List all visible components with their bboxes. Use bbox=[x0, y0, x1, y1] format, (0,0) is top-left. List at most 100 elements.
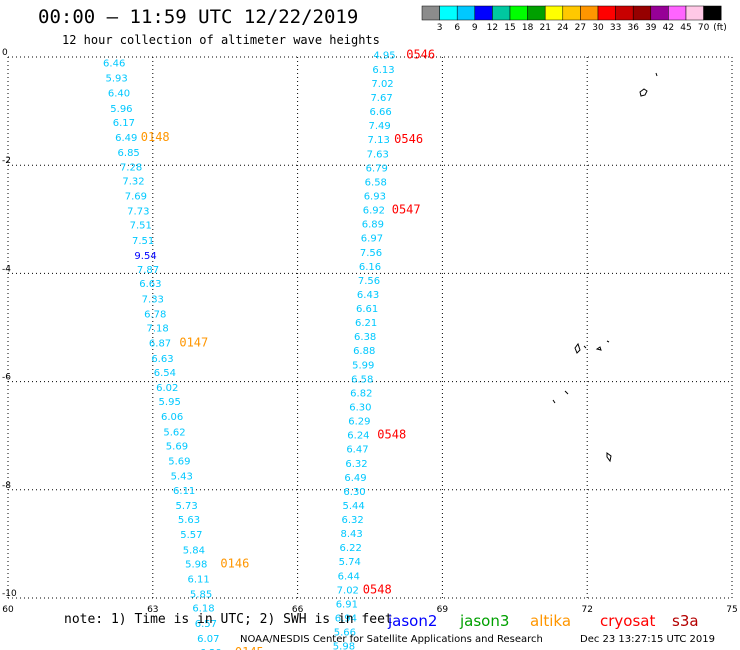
wave-height-value: 6.79 bbox=[366, 163, 388, 174]
wave-height-value: 6.32 bbox=[345, 459, 367, 470]
island-7 bbox=[552, 399, 556, 404]
colorbar-swatch bbox=[439, 5, 458, 21]
wave-height-value: 6.02 bbox=[156, 383, 178, 394]
credit-line: NOAA/NESDIS Center for Satellite Applica… bbox=[240, 634, 543, 645]
island-3 bbox=[574, 342, 581, 354]
pass-time-label: 0546 bbox=[394, 132, 423, 146]
wave-height-value: 6.85 bbox=[118, 148, 140, 159]
wave-height-value: 7.67 bbox=[370, 93, 392, 104]
wave-height-value: 6.06 bbox=[161, 412, 183, 423]
wave-height-value: 5.44 bbox=[342, 501, 364, 512]
colorbar-tick-label: 42 bbox=[663, 23, 674, 33]
colorbar-swatch bbox=[509, 5, 528, 21]
wave-height-value: 6.30 bbox=[349, 402, 371, 413]
wave-height-value: 6.29 bbox=[200, 648, 222, 650]
colorbar-tick-label: 27 bbox=[575, 23, 586, 33]
colorbar-tick-label: 12 bbox=[487, 23, 498, 33]
wave-height-value: 6.16 bbox=[359, 262, 381, 273]
wave-height-value: 5.69 bbox=[168, 457, 190, 468]
island-6 bbox=[606, 340, 610, 343]
wave-height-value: 6.11 bbox=[173, 486, 195, 497]
altimeter-tracks: 6.46 5.93 6.40 5.96 6.17 6.49 6.85 7.28 7.32 7.69… bbox=[103, 47, 435, 650]
island-9 bbox=[606, 452, 612, 463]
units-note: note: 1) Time is in UTC; 2) SWH is in fe… bbox=[64, 612, 393, 627]
land-islands bbox=[552, 72, 658, 463]
wave-height-value: 6.49 bbox=[115, 133, 137, 144]
lat-tick-label: -2 bbox=[2, 156, 11, 166]
colorbar-tick-label: 30 bbox=[592, 23, 604, 33]
wave-height-colorbar: 3 6 9 12 15 18 21 24 27 30 33 36 39 42 45 70 (ft) bbox=[421, 5, 727, 33]
colorbar-swatch bbox=[632, 5, 652, 21]
wave-height-value: 5.98 bbox=[185, 559, 207, 570]
wave-height-value: 5.57 bbox=[180, 530, 202, 541]
legend-s3a: s3a bbox=[672, 612, 699, 630]
lon-tick-label: 72 bbox=[581, 605, 592, 615]
lat-tick-label: -4 bbox=[2, 264, 11, 274]
island-1 bbox=[639, 88, 648, 97]
colorbar-swatch bbox=[685, 5, 704, 21]
colorbar-swatch bbox=[474, 5, 493, 21]
wave-height-value: 6.07 bbox=[197, 634, 219, 645]
lon-tick-label: 63 bbox=[147, 605, 158, 615]
map-subtitle: 12 hour collection of altimeter wave hei… bbox=[62, 33, 380, 47]
wave-height-value: 6.47 bbox=[346, 445, 368, 456]
wave-height-value: 5.66 bbox=[334, 628, 356, 639]
legend-altika: altika bbox=[530, 612, 572, 630]
legend-jason3: jason3 bbox=[460, 612, 510, 630]
wave-height-value: 6.22 bbox=[340, 543, 362, 554]
map-title: 00:00 – 11:59 UTC 12/22/2019 bbox=[38, 6, 359, 28]
wave-height-value: 6.38 bbox=[354, 332, 376, 343]
pass-time-label: 0547 bbox=[392, 203, 421, 217]
wave-height-value: 5.84 bbox=[183, 545, 205, 556]
island-5 bbox=[595, 346, 602, 351]
colorbar-tick-label: 24 bbox=[557, 23, 569, 33]
colorbar-swatch bbox=[527, 5, 546, 21]
wave-height-value: 5.96 bbox=[110, 104, 132, 115]
wave-height-value: 5.99 bbox=[352, 360, 374, 371]
colorbar-tick-label: 70 bbox=[698, 23, 710, 33]
island-2 bbox=[655, 72, 658, 77]
wave-height-value: 5.69 bbox=[166, 441, 188, 452]
wave-height-value: 6.24 bbox=[347, 431, 369, 442]
colorbar-swatch bbox=[597, 5, 616, 21]
wave-height-value: 6.17 bbox=[113, 118, 135, 129]
wave-height-value: 6.58 bbox=[365, 177, 387, 188]
pass-time-label: 0548 bbox=[363, 582, 392, 596]
wave-height-value: 9.54 bbox=[134, 251, 156, 262]
wave-height-value: 7.51 bbox=[132, 236, 154, 247]
pass-time-label: 0146 bbox=[220, 556, 249, 570]
wave-height-value: 6.54 bbox=[154, 368, 176, 379]
lon-tick-label: 69 bbox=[437, 605, 449, 615]
wave-height-value: 6.93 bbox=[364, 191, 386, 202]
wave-height-value: 8.43 bbox=[341, 529, 363, 540]
colorbar-tick-label: 33 bbox=[610, 23, 621, 33]
wave-height-value: 6.78 bbox=[144, 309, 166, 320]
wave-height-value: 7.51 bbox=[130, 221, 152, 232]
wave-height-value: 7.33 bbox=[142, 294, 164, 305]
wave-height-value: 6.82 bbox=[350, 388, 372, 399]
wave-height-value: 6.32 bbox=[341, 515, 363, 526]
colorbar-swatch bbox=[456, 5, 476, 21]
map-axes: 0 -2 -4 -6 -8 -10 60 63 66 69 72 75 bbox=[2, 48, 738, 615]
wave-height-value: 6.89 bbox=[362, 220, 384, 231]
colorbar-tick-label: 45 bbox=[680, 23, 691, 33]
wave-height-value: 6.49 bbox=[344, 473, 366, 484]
pass-time-label: 0147 bbox=[179, 336, 208, 350]
wave-height-value: 7.73 bbox=[127, 207, 149, 218]
legend-cryosat: cryosat bbox=[600, 612, 656, 630]
colorbar-swatch bbox=[562, 5, 581, 21]
colorbar-swatch bbox=[492, 5, 511, 21]
lat-tick-label: -10 bbox=[2, 589, 17, 599]
wave-height-value: 6.91 bbox=[336, 599, 358, 610]
lat-tick-label: -6 bbox=[2, 373, 11, 383]
wave-height-value: 7.56 bbox=[360, 248, 382, 259]
colorbar-tick-label: 3 bbox=[437, 23, 443, 33]
wave-height-value: 6.11 bbox=[188, 575, 210, 586]
wave-height-value: 4.95 bbox=[373, 50, 395, 61]
colorbar-unit-label: (ft) bbox=[713, 23, 727, 33]
colorbar-swatch bbox=[650, 5, 669, 21]
colorbar-tick-label: 9 bbox=[472, 23, 478, 33]
wave-height-value: 5.74 bbox=[339, 557, 361, 568]
pass-time-label: 0148 bbox=[141, 130, 170, 144]
